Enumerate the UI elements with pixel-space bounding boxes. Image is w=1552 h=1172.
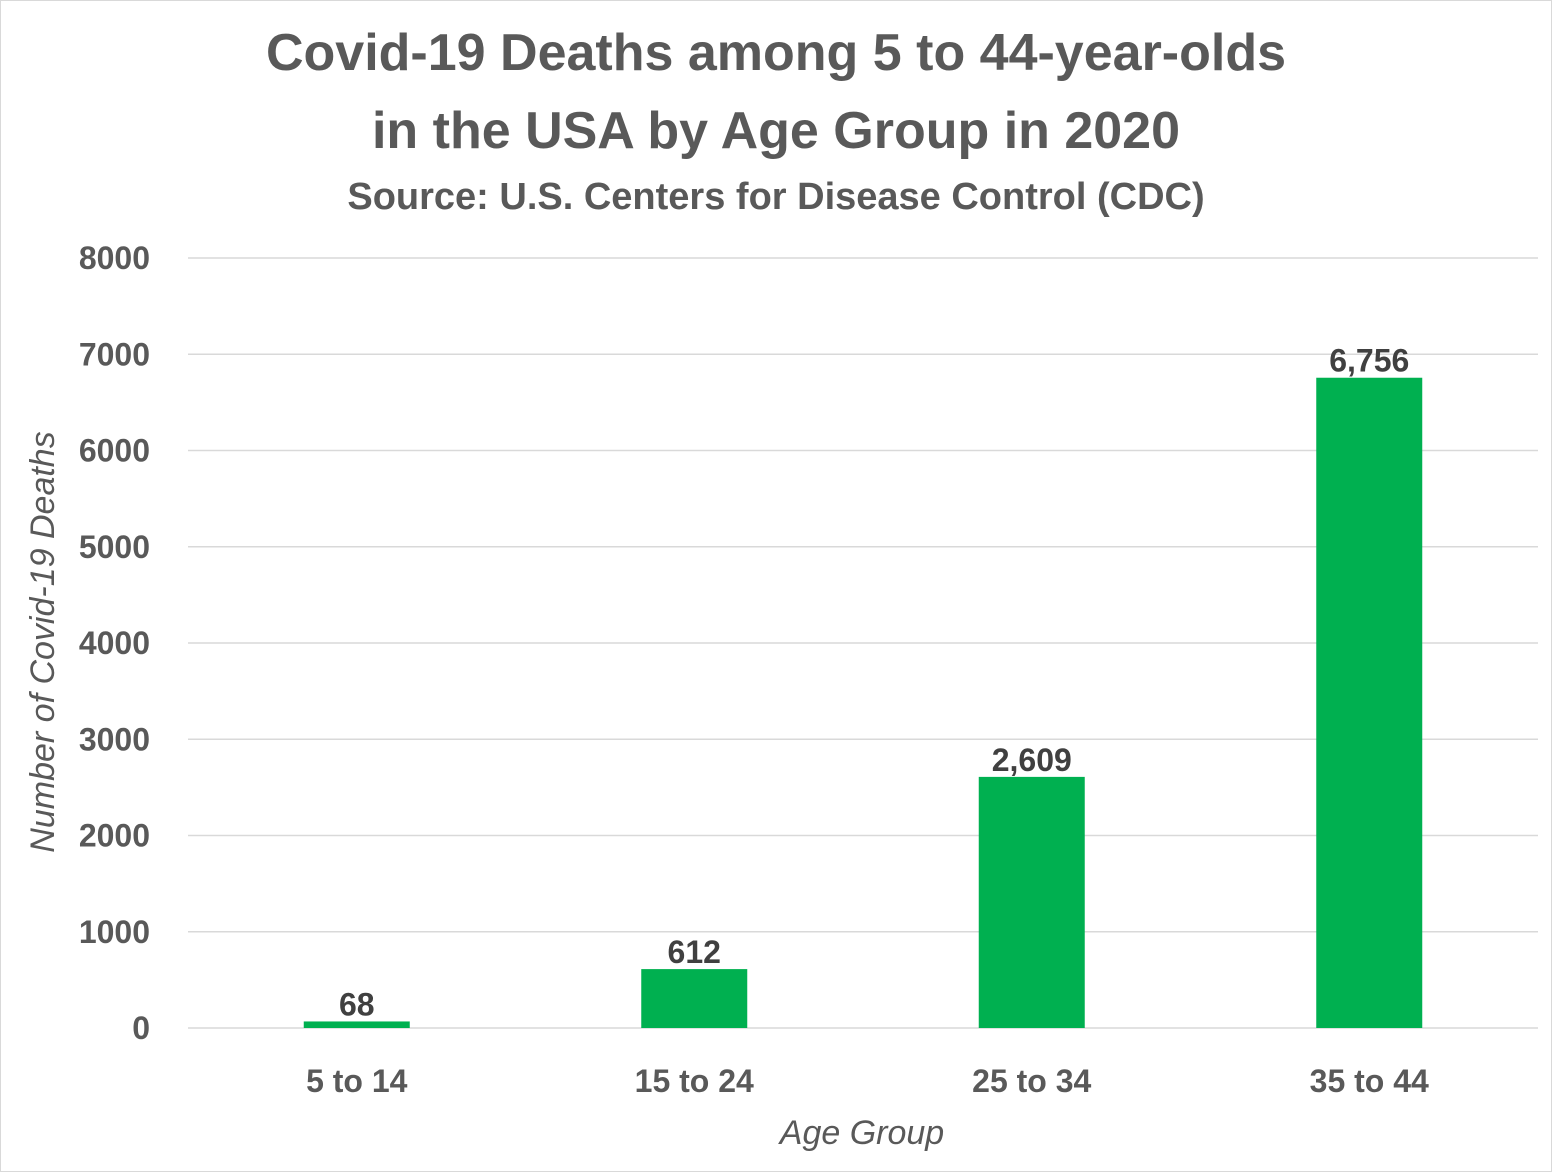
y-tick-label: 0 [132, 1010, 150, 1046]
data-label: 612 [668, 934, 721, 970]
data-labels: 68 612 2,609 6,756 [339, 343, 1409, 1023]
x-tick-label: 5 to 14 [306, 1063, 408, 1099]
gridlines [188, 257, 1538, 1029]
x-axis-title: Age Group [778, 1114, 944, 1152]
bars [303, 377, 1423, 1028]
data-label: 68 [339, 986, 375, 1022]
y-tick-label: 8000 [79, 240, 150, 276]
y-tick-label: 2000 [79, 818, 150, 854]
chart-subtitle: Source: U.S. Centers for Disease Control… [347, 176, 1205, 218]
bar-35-to-44 [1316, 377, 1423, 1028]
y-tick-label: 4000 [79, 625, 150, 661]
y-axis-ticks: 0 1000 2000 3000 4000 5000 6000 7000 8000 [79, 240, 150, 1046]
bar-15-to-24 [641, 969, 748, 1028]
bar-5-to-14 [303, 1021, 410, 1028]
x-axis-ticks: 5 to 14 15 to 24 25 to 34 35 to 44 [306, 1063, 1429, 1099]
x-tick-label: 15 to 24 [635, 1063, 754, 1099]
y-tick-label: 7000 [79, 336, 150, 372]
data-label: 2,609 [992, 742, 1072, 778]
y-tick-label: 1000 [79, 914, 150, 950]
x-tick-label: 25 to 34 [972, 1063, 1091, 1099]
chart-title-line-2: in the USA by Age Group in 2020 [371, 102, 1181, 160]
chart-title-line-1: Covid-19 Deaths among 5 to 44-year-olds [265, 24, 1287, 82]
y-tick-label: 3000 [79, 721, 150, 757]
data-label: 6,756 [1329, 343, 1409, 379]
y-tick-label: 5000 [79, 529, 150, 565]
y-tick-label: 6000 [79, 433, 150, 469]
y-axis-title: Number of Covid-19 Deaths [24, 431, 62, 852]
bar-25-to-34 [978, 776, 1085, 1028]
x-tick-label: 35 to 44 [1310, 1063, 1429, 1099]
